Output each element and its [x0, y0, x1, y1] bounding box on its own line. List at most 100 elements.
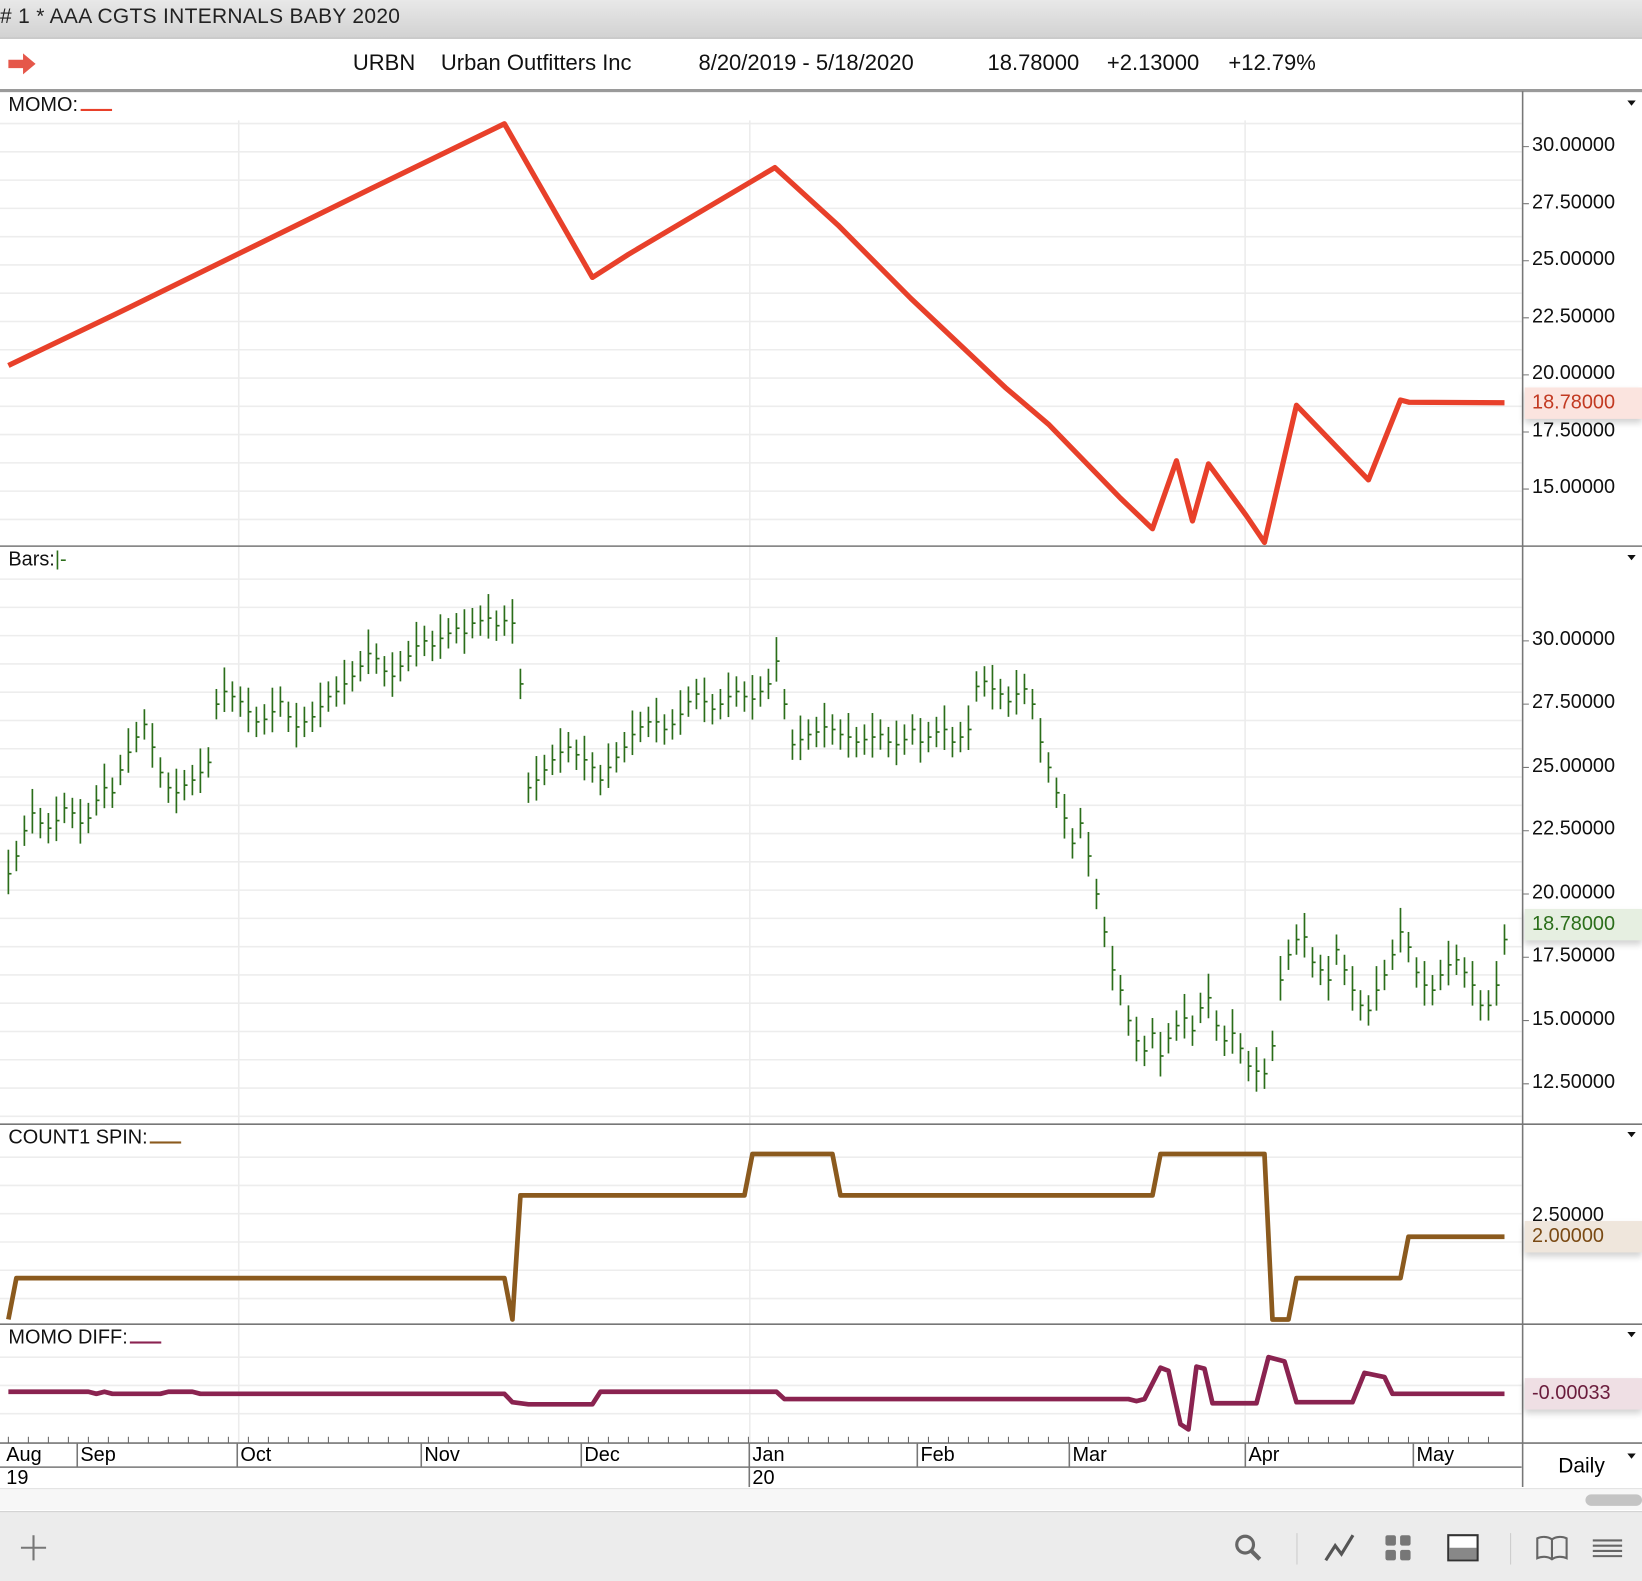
price-bar: [783, 688, 788, 720]
price-bar: [1191, 1015, 1196, 1046]
price-bar: [743, 681, 748, 712]
price-bar: [1279, 956, 1284, 1001]
price-bar: [1127, 1005, 1132, 1036]
price-bar: [559, 728, 564, 773]
date-range: 8/20/2019 - 5/18/2020: [698, 51, 914, 76]
price-bar: [1199, 992, 1204, 1024]
price-bar: [287, 701, 292, 733]
price-bar: [87, 802, 92, 834]
price-bar: [455, 613, 460, 644]
price-bar: [863, 724, 868, 755]
momo-line: [7, 121, 1505, 546]
panel-icon[interactable]: [1446, 1531, 1480, 1565]
price-bar: [1207, 973, 1212, 1019]
price-bar: [1135, 1016, 1140, 1062]
momo-panel-menu-icon[interactable]: [1627, 100, 1636, 106]
bars-last-value-badge: 18.78000: [1524, 908, 1642, 941]
price-bar: [671, 709, 676, 740]
year-label: 20: [752, 1467, 775, 1490]
price-bar: [975, 671, 980, 702]
price-bar: [1175, 1010, 1180, 1041]
price-bar: [255, 706, 260, 738]
diff-panel-menu-icon[interactable]: [1627, 1332, 1636, 1338]
momo-axis-label: 20.00000: [1532, 362, 1616, 385]
window-title: # 1 * AAA CGTS INTERNALS BABY 2020: [0, 5, 401, 29]
horizontal-scrollbar[interactable]: [0, 1488, 1642, 1511]
price-bar: [1263, 1058, 1268, 1089]
price-bar: [487, 594, 492, 639]
momo-label-text: MOMO:: [8, 94, 79, 117]
diff-panel-label: MOMO DIFF:: [8, 1327, 162, 1350]
plus-icon[interactable]: [17, 1531, 51, 1565]
price-bar: [1407, 931, 1412, 963]
price-bar: [567, 732, 572, 763]
symbol[interactable]: URBN: [352, 51, 416, 76]
price-bar: [159, 757, 164, 788]
price-bar: [127, 728, 132, 773]
price-bar: [1447, 940, 1452, 986]
momo-axis-label: 15.00000: [1532, 476, 1616, 499]
price-bar: [1335, 934, 1340, 965]
price-bar: [823, 702, 828, 748]
count-panel-menu-icon[interactable]: [1627, 1132, 1636, 1138]
price-bar: [383, 656, 388, 687]
price-bar: [215, 688, 220, 720]
price-bar: [991, 664, 996, 710]
month-label: Aug: [6, 1444, 42, 1467]
price-bar: [1055, 777, 1060, 808]
price-bar: [1495, 961, 1500, 1006]
price-bar: [223, 667, 228, 713]
count-label-text: COUNT1 SPIN:: [8, 1126, 148, 1149]
momo-last-value-badge: 18.78000: [1524, 387, 1642, 419]
toolbar-divider: [1510, 1533, 1512, 1565]
period-selector[interactable]: Daily: [1558, 1454, 1605, 1478]
price-bar: [103, 763, 108, 809]
price-bar: [1367, 995, 1372, 1026]
book-icon[interactable]: [1535, 1531, 1569, 1565]
price-change: +2.13000: [1106, 51, 1200, 76]
search-icon[interactable]: [1232, 1531, 1266, 1565]
bars-axis-label: 17.50000: [1532, 944, 1616, 967]
period-dropdown-icon[interactable]: [1627, 1453, 1636, 1459]
momo-axis-label: 22.50000: [1532, 305, 1616, 328]
red-arrow-icon[interactable]: [7, 52, 36, 75]
price-bar: [807, 719, 812, 750]
count-axis-label: 2.50000: [1532, 1204, 1604, 1227]
grid-icon[interactable]: [1381, 1531, 1415, 1565]
price-bar: [1319, 954, 1324, 986]
price-bar: [967, 705, 972, 750]
price-bar: [503, 605, 508, 636]
bars-axis-label: 27.50000: [1532, 691, 1616, 714]
price-bar: [1143, 1035, 1148, 1067]
price-bar: [1255, 1047, 1260, 1092]
price-bar: [47, 812, 52, 844]
price-bar: [599, 764, 604, 796]
price-bar: [271, 687, 276, 733]
price-bar: [359, 651, 364, 682]
price-bar: [847, 713, 852, 758]
price-bar: [999, 678, 1004, 710]
price-bar: [615, 742, 620, 773]
price-bar: [1479, 990, 1484, 1021]
month-label: Feb: [920, 1444, 955, 1467]
price-bar: [1295, 924, 1300, 955]
momo-axis-label: 25.00000: [1532, 248, 1616, 271]
month-label: May: [1416, 1444, 1455, 1467]
bars-panel-menu-icon[interactable]: [1627, 555, 1636, 561]
price-bar: [1087, 831, 1092, 877]
price-bar: [1487, 990, 1492, 1021]
price-bar: [303, 706, 308, 738]
price-bar: [23, 815, 28, 846]
momo-diff-line: [8, 1354, 1505, 1432]
scrollbar-thumb[interactable]: [1585, 1494, 1642, 1506]
price-bar: [327, 681, 332, 712]
menu-icon[interactable]: [1591, 1531, 1625, 1565]
price-bar: [751, 675, 756, 720]
month-label: Apr: [1248, 1444, 1280, 1467]
price-bar: [1095, 878, 1100, 910]
price-bar: [1423, 961, 1428, 1006]
draw-line-icon[interactable]: [1323, 1531, 1357, 1565]
price-bar: [983, 666, 988, 697]
